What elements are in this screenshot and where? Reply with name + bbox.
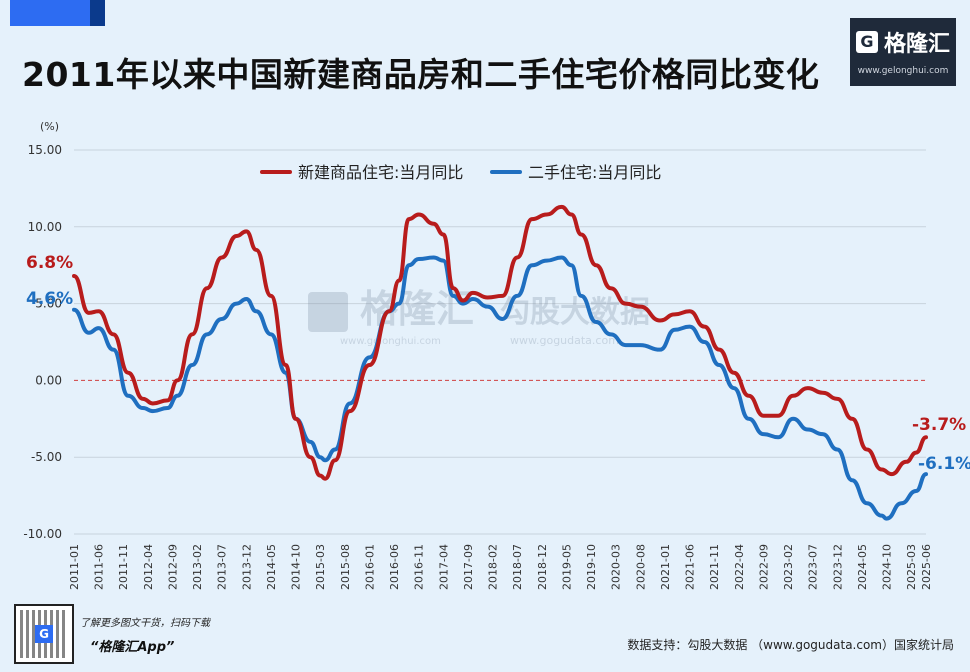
x-tick-label: 2015-03: [314, 544, 327, 590]
watermark-text: 勾股大数据: [500, 295, 650, 330]
x-tick-label: 2025-03: [905, 544, 918, 590]
x-tick-label: 2013-12: [240, 544, 253, 590]
watermark: 格隆汇www.gelonghui.com勾股大数据www.gogudata.co…: [308, 287, 650, 347]
watermark-text: www.gogudata.com: [510, 334, 619, 347]
header-decoration-accent: [10, 0, 90, 26]
footer-tagline: 了解更多图文干货，扫码下载: [80, 618, 210, 629]
footer-app-name: “格隆汇App”: [90, 640, 175, 655]
x-tick-label: 2018-02: [487, 544, 500, 590]
x-tick-label: 2015-08: [339, 544, 352, 590]
logo-name: 格隆汇: [883, 32, 950, 57]
qr-logo-icon: G: [35, 625, 53, 643]
x-tick-label: 2011-01: [68, 544, 81, 590]
x-tick-label: 2019-05: [560, 544, 573, 590]
x-tick-label: 2013-07: [216, 544, 229, 590]
x-tick-label: 2022-04: [733, 544, 746, 590]
x-tick-label: 2017-09: [462, 544, 475, 590]
page-title: 2011年以来中国新建商品房和二手住宅价格同比变化: [22, 55, 820, 94]
x-tick-label: 2022-09: [757, 544, 770, 590]
label-second-start: 4.6%: [26, 289, 73, 309]
x-tick-label: 2018-07: [511, 544, 524, 590]
x-tick-label: 2016-01: [363, 544, 376, 590]
y-tick-label: 5.00: [35, 297, 62, 311]
x-tick-label: 2017-04: [437, 544, 450, 590]
logo-g-icon: G: [855, 31, 878, 53]
x-tick-label: 2023-12: [831, 544, 844, 590]
x-tick-label: 2013-02: [191, 544, 204, 590]
y-tick-label: 15.00: [28, 143, 62, 157]
x-tick-label: 2025-06: [920, 544, 933, 590]
x-tick-label: 2014-05: [265, 544, 278, 590]
data-source: 数据支持：勾股大数据 （www.gogudata.com）国家统计局: [627, 638, 954, 652]
y-tick-label: -5.00: [31, 450, 62, 464]
x-tick-label: 2021-06: [684, 544, 697, 590]
x-tick-label: 2021-01: [659, 544, 672, 590]
x-tick-label: 2016-11: [413, 544, 426, 590]
watermark-logo-icon: [308, 292, 348, 332]
x-tick-label: 2011-11: [117, 544, 130, 590]
x-tick-label: 2016-06: [388, 544, 401, 590]
x-tick-label: 2018-12: [536, 544, 549, 590]
y-unit-label: (%): [40, 120, 59, 133]
x-tick-label: 2019-10: [585, 544, 598, 590]
legend-second-hand-label: 二手住宅:当月同比: [528, 163, 661, 182]
x-tick-label: 2020-08: [634, 544, 647, 590]
x-tick-label: 2020-03: [610, 544, 623, 590]
qr-code: G: [14, 604, 74, 664]
x-tick-label: 2014-10: [290, 544, 303, 590]
x-tick-label: 2012-04: [142, 544, 155, 590]
x-tick-label: 2011-06: [93, 544, 106, 590]
label-new-start: 6.8%: [26, 253, 73, 273]
watermark-text: www.gelonghui.com: [340, 336, 441, 347]
brand-logo: G 格隆汇 www.gelonghui.com: [850, 18, 956, 86]
logo-url: www.gelonghui.com: [857, 66, 949, 76]
x-tick-label: 2024-05: [856, 544, 869, 590]
label-second-end: -6.1%: [918, 454, 970, 474]
x-tick-label: 2023-02: [782, 544, 795, 590]
y-tick-label: 0.00: [35, 373, 62, 387]
y-tick-label: -10.00: [23, 527, 62, 541]
series-line-new-home: [72, 204, 928, 481]
x-tick-label: 2024-10: [881, 544, 894, 590]
legend-new-home-label: 新建商品住宅:当月同比: [298, 163, 463, 182]
x-tick-label: 2023-07: [807, 544, 820, 590]
label-new-end: -3.7%: [912, 415, 966, 435]
x-tick-label: 2021-11: [708, 544, 721, 590]
x-tick-label: 2012-09: [166, 544, 179, 590]
y-tick-label: 10.00: [28, 220, 62, 234]
series-line-second-hand: [72, 255, 928, 521]
